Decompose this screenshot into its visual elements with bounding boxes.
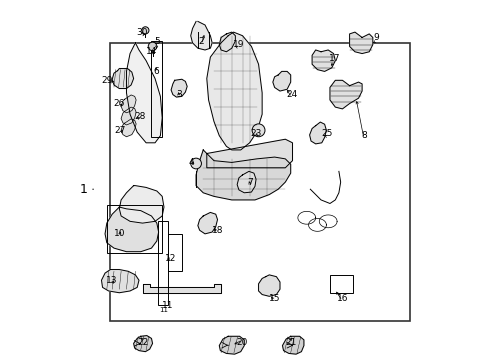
Polygon shape (171, 79, 187, 97)
Polygon shape (121, 119, 136, 137)
Text: 15: 15 (268, 293, 280, 303)
Polygon shape (272, 71, 290, 91)
Polygon shape (126, 43, 162, 143)
Text: 6: 6 (153, 67, 159, 76)
Circle shape (252, 124, 264, 137)
Polygon shape (105, 207, 158, 252)
Text: 30: 30 (136, 27, 147, 37)
Polygon shape (329, 80, 362, 109)
Text: 11: 11 (162, 301, 173, 310)
Text: 18: 18 (212, 226, 223, 235)
Polygon shape (133, 336, 152, 352)
Polygon shape (206, 32, 261, 150)
Polygon shape (282, 336, 303, 354)
Text: 17: 17 (328, 54, 340, 64)
Text: 13: 13 (106, 276, 118, 285)
Text: 12: 12 (165, 254, 177, 263)
Polygon shape (142, 284, 221, 293)
Text: 21: 21 (285, 338, 296, 347)
Polygon shape (206, 139, 292, 168)
Text: 29: 29 (101, 76, 112, 85)
Text: 11: 11 (158, 307, 167, 313)
Text: 7: 7 (247, 177, 253, 187)
Text: 16: 16 (336, 293, 348, 303)
Text: 26: 26 (113, 99, 125, 108)
Bar (110, 43, 409, 321)
Text: 10: 10 (113, 229, 125, 238)
Bar (106, 205, 162, 253)
Text: 14: 14 (146, 47, 157, 56)
Bar (151, 41, 162, 137)
Polygon shape (258, 275, 279, 296)
Polygon shape (309, 122, 326, 144)
Text: 25: 25 (321, 129, 333, 139)
Polygon shape (237, 171, 256, 193)
Text: 3: 3 (176, 90, 182, 99)
Polygon shape (101, 270, 139, 293)
Text: 23: 23 (250, 129, 261, 139)
Polygon shape (312, 50, 334, 71)
Text: 24: 24 (286, 90, 297, 99)
Polygon shape (112, 69, 133, 89)
Bar (167, 234, 182, 271)
Bar (329, 275, 352, 293)
Bar (157, 221, 168, 305)
Text: 4: 4 (189, 158, 194, 167)
Text: 27: 27 (115, 126, 126, 135)
Circle shape (190, 158, 201, 169)
Polygon shape (121, 107, 136, 125)
Polygon shape (196, 150, 290, 200)
Text: 22: 22 (136, 338, 148, 347)
Circle shape (148, 42, 156, 51)
Polygon shape (121, 95, 136, 113)
Text: 9: 9 (373, 33, 378, 42)
Text: 28: 28 (134, 111, 145, 121)
Circle shape (141, 27, 149, 34)
Polygon shape (119, 186, 164, 223)
Polygon shape (190, 21, 212, 50)
Text: 19: 19 (232, 40, 243, 49)
Polygon shape (219, 336, 244, 354)
Text: 20: 20 (236, 338, 248, 347)
Text: 2: 2 (198, 36, 204, 46)
Text: 8: 8 (360, 131, 366, 140)
Polygon shape (219, 32, 235, 52)
Polygon shape (197, 212, 217, 234)
Polygon shape (349, 32, 372, 54)
Text: 1: 1 (79, 183, 88, 196)
Text: 5: 5 (153, 36, 159, 46)
